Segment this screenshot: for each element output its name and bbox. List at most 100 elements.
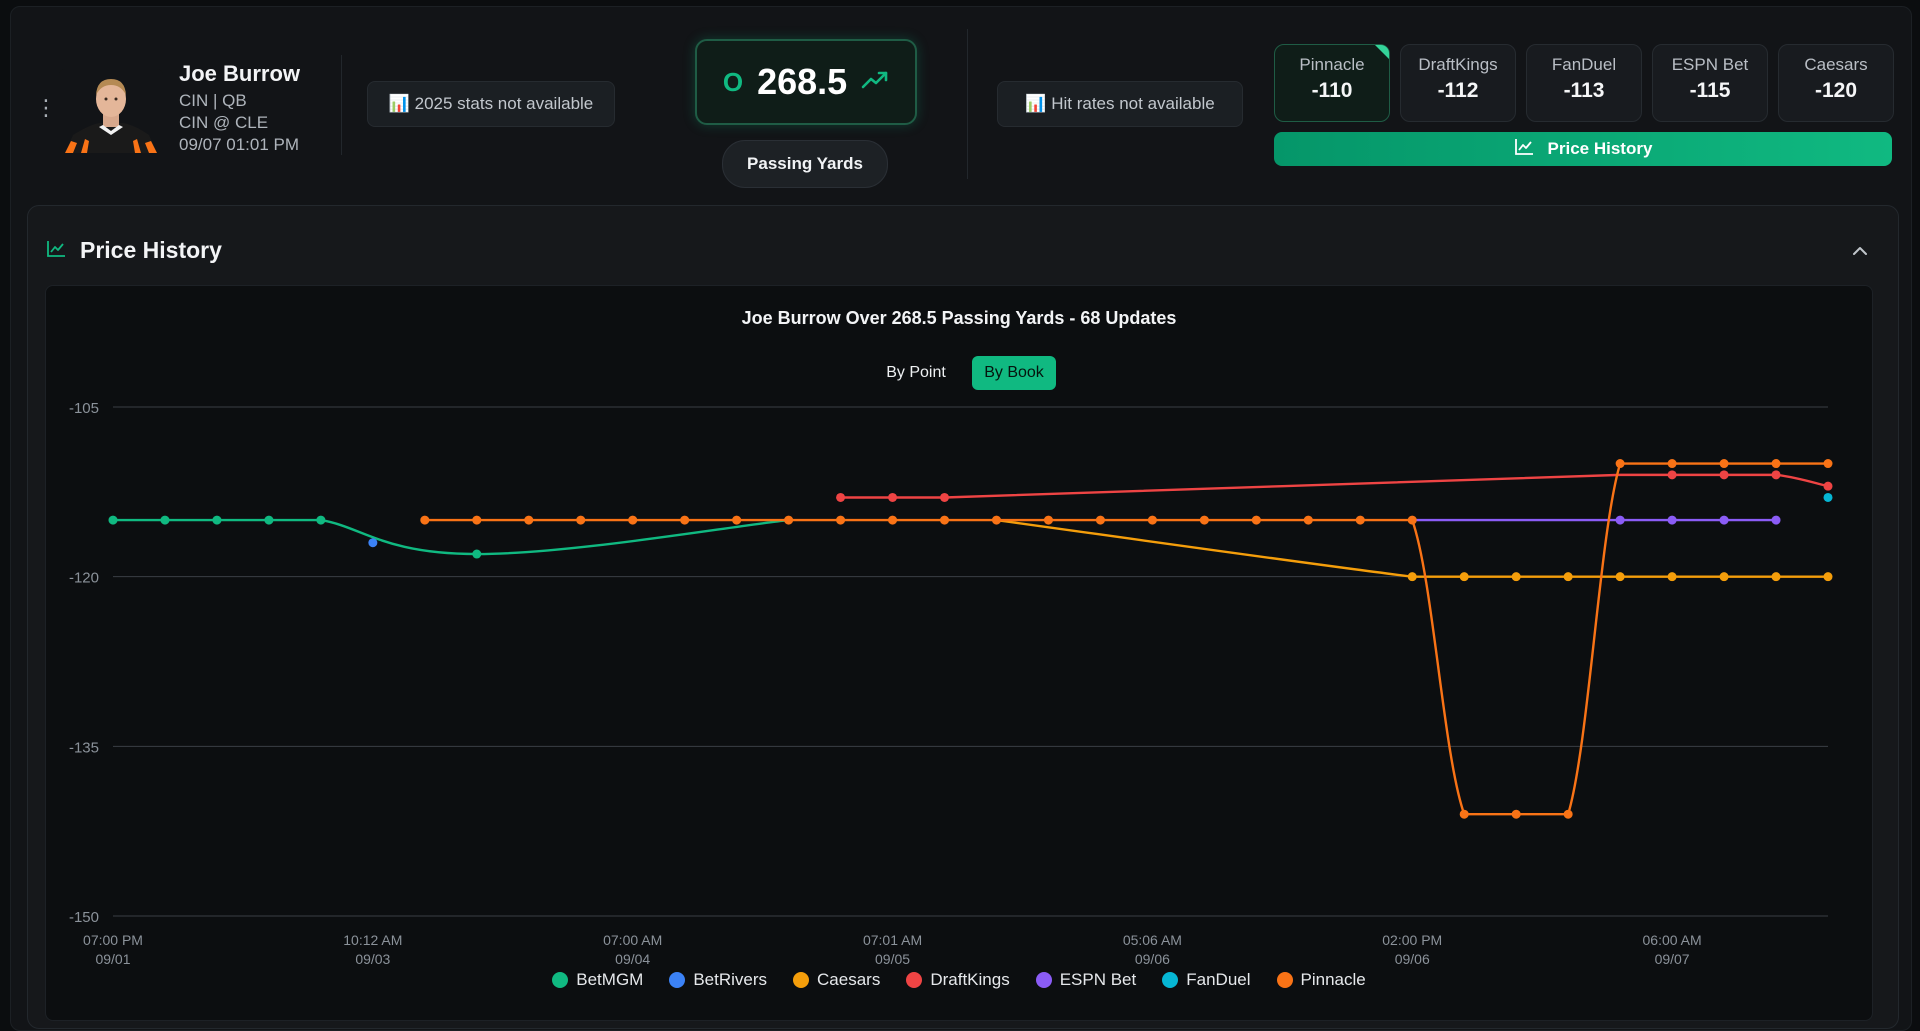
legend-dot: [1162, 972, 1179, 988]
data-point-espn-bet: [1615, 515, 1625, 525]
data-point-caesars: [1615, 572, 1625, 582]
data-point-caesars: [1667, 572, 1677, 582]
data-point-pinnacle: [1511, 809, 1521, 819]
legend-dot: [1276, 972, 1293, 988]
data-point-caesars: [1459, 572, 1469, 582]
x-tick-date: 09/01: [95, 951, 130, 966]
data-point-pinnacle: [1563, 809, 1573, 819]
legend-label: BetMGM: [576, 970, 644, 989]
legend-label: DraftKings: [930, 970, 1010, 989]
season-stats-pill: 📊 2025 stats not available: [367, 81, 615, 127]
data-point-betmgm: [316, 515, 326, 525]
book-card-caesars[interactable]: Caesars -120: [1778, 44, 1894, 122]
x-tick-date: 09/04: [615, 951, 650, 966]
book-odds: -115: [1689, 79, 1731, 102]
player-team-position: CIN | QB: [179, 91, 247, 110]
data-point-draftkings: [940, 492, 950, 502]
trending-up-icon: [861, 70, 889, 95]
book-name: Pinnacle: [1299, 55, 1365, 74]
book-odds: -113: [1563, 79, 1605, 102]
legend-item-espn-bet[interactable]: ESPN Bet: [1035, 970, 1136, 990]
divider: [341, 55, 342, 155]
player-avatar: [59, 69, 163, 153]
data-point-pinnacle: [1251, 515, 1261, 525]
book-name: FanDuel: [1551, 55, 1617, 74]
data-point-pinnacle: [1823, 459, 1833, 469]
data-point-pinnacle: [472, 515, 482, 525]
data-point-pinnacle: [836, 515, 846, 525]
price-history-button[interactable]: Price History: [1274, 132, 1892, 166]
y-tick-label: -135: [69, 739, 99, 756]
chart-container: Joe Burrow Over 268.5 Passing Yards - 68…: [45, 285, 1873, 1021]
hit-rates-pill: 📊 Hit rates not available: [997, 81, 1243, 127]
legend-dot: [1035, 972, 1052, 988]
data-point-espn-bet: [1667, 515, 1677, 525]
chart-legend: BetMGM BetRivers Caesars DraftKings ESPN Bet…: [46, 970, 1872, 990]
x-tick-label: 07:01 AM: [863, 932, 922, 948]
legend-item-betmgm[interactable]: BetMGM: [552, 970, 643, 990]
data-point-pinnacle: [991, 515, 1001, 525]
data-point-pinnacle: [576, 515, 586, 525]
data-point-espn-bet: [1719, 515, 1729, 525]
data-point-draftkings: [1719, 470, 1729, 480]
book-card-draftkings[interactable]: DraftKings -112: [1400, 44, 1516, 122]
book-card-pinnacle[interactable]: Pinnacle -110: [1274, 44, 1390, 122]
legend-label: FanDuel: [1186, 970, 1251, 989]
book-odds: -112: [1437, 79, 1479, 102]
book-name: Caesars: [1804, 55, 1868, 74]
legend-item-pinnacle[interactable]: Pinnacle: [1276, 970, 1366, 990]
legend-item-fanduel[interactable]: FanDuel: [1162, 970, 1251, 990]
data-point-pinnacle: [1147, 515, 1157, 525]
series-line-pinnacle: [424, 462, 1828, 816]
legend-label: Pinnacle: [1300, 970, 1366, 989]
data-point-draftkings: [1667, 470, 1677, 480]
line-value-card: O 268.5: [695, 39, 917, 125]
x-tick-label: 05:06 AM: [1123, 932, 1182, 948]
x-tick-label: 06:00 AM: [1643, 932, 1702, 948]
legend-dot: [552, 972, 569, 988]
y-tick-label: -150: [69, 909, 99, 926]
series-line-caesars: [996, 518, 1828, 578]
data-point-caesars: [1719, 572, 1729, 582]
line-value: 268.5: [757, 61, 848, 102]
price-history-chart: -105 -120 -135 -150 07:00 PM 09/01 10:12 AM 09/…: [69, 400, 1833, 966]
x-tick-label: 02:00 PM: [1382, 932, 1442, 948]
chevron-up-icon[interactable]: [1852, 240, 1868, 261]
series-line-draftkings: [840, 473, 1829, 499]
player-matchup: CIN @ CLE: [179, 113, 269, 132]
y-tick-label: -120: [69, 570, 99, 587]
by-book-toggle[interactable]: By Book: [972, 356, 1056, 390]
legend-item-draftkings[interactable]: DraftKings: [906, 970, 1010, 990]
data-point-pinnacle: [1095, 515, 1105, 525]
game-datetime: 09/07 01:01 PM: [179, 135, 300, 154]
data-point-pinnacle: [784, 515, 794, 525]
book-card-fanduel[interactable]: FanDuel -113: [1526, 44, 1642, 122]
data-point-pinnacle: [1407, 515, 1417, 525]
data-point-pinnacle: [524, 515, 534, 525]
data-point-pinnacle: [420, 515, 430, 525]
data-point-betmgm: [160, 515, 170, 525]
legend-item-betrivers[interactable]: BetRivers: [669, 970, 767, 990]
data-point-betmgm: [264, 515, 274, 525]
legend-item-caesars[interactable]: Caesars: [793, 970, 880, 990]
legend-label: BetRivers: [693, 970, 768, 989]
data-point-pinnacle: [1719, 459, 1729, 469]
data-point-pinnacle: [1459, 809, 1469, 819]
data-point-pinnacle: [1615, 459, 1625, 469]
data-point-betmgm: [212, 515, 222, 525]
data-point-pinnacle: [628, 515, 638, 525]
data-point-pinnacle: [940, 515, 950, 525]
x-tick-date: 09/03: [355, 951, 390, 966]
data-point-draftkings: [888, 492, 898, 502]
market-label[interactable]: Passing Yards: [722, 140, 888, 188]
panel-title: Price History: [80, 237, 222, 263]
data-point-caesars: [1407, 572, 1417, 582]
more-options-icon[interactable]: ⋮: [35, 95, 57, 120]
x-tick-label: 07:00 PM: [83, 932, 143, 948]
over-under-indicator: O: [722, 66, 744, 97]
by-point-toggle[interactable]: By Point: [886, 364, 946, 381]
book-card-espn-bet[interactable]: ESPN Bet -115: [1652, 44, 1768, 122]
prop-header: ⋮ Joe Burrow CIN | QB CIN @ CLE 09/07 01…: [11, 7, 1911, 197]
data-point-pinnacle: [1043, 515, 1053, 525]
legend-dot: [906, 972, 923, 988]
